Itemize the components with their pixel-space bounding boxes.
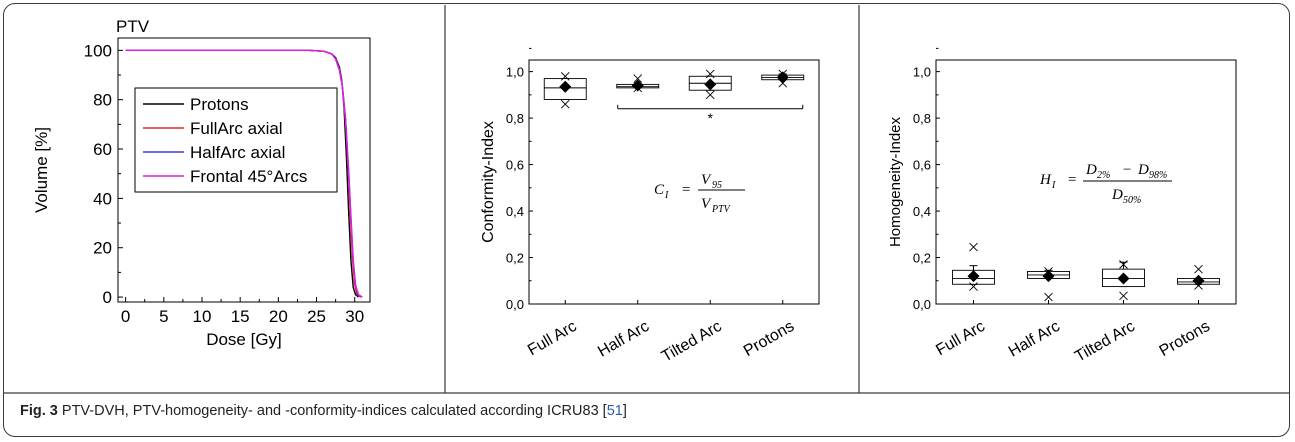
y-tick-label: 40 xyxy=(93,189,112,208)
homogeneity-chart: 0,0 0,2 0,4 0,6 0,8 1,0 Homogeneity-Index Full … xyxy=(887,47,1237,366)
legend-label: Frontal 45°Arcs xyxy=(190,167,307,186)
x-tick-label: Tilted Arc xyxy=(659,318,725,366)
y-tick-label: 0,4 xyxy=(913,204,931,219)
formula-minus: − xyxy=(1122,162,1132,178)
caption-text: PTV-DVH, PTV-homogeneity- and -conformit… xyxy=(57,403,607,419)
mean-marker xyxy=(1042,270,1055,283)
y-tick-label: 0,0 xyxy=(506,297,524,312)
outlier-marker xyxy=(1194,264,1203,274)
y-tick-label: 80 xyxy=(93,91,112,110)
y-tick-label: 20 xyxy=(93,239,112,258)
x-tick-label: 30 xyxy=(345,307,364,326)
outlier-marker xyxy=(560,71,570,81)
x-tick-label: 25 xyxy=(307,307,326,326)
y-axis-label: Homogeneity-Index xyxy=(887,116,904,247)
formula-subscript: 98% xyxy=(1149,170,1167,181)
y-axis-label: Conformity-Index xyxy=(480,121,497,243)
formula-symbol: V xyxy=(701,172,712,188)
x-tick-label: 15 xyxy=(231,307,250,326)
x-tick-label: 10 xyxy=(193,307,212,326)
conformity-chart: 0,0 0,2 0,4 0,6 0,8 1,0 Conformity-Index Full A… xyxy=(480,47,820,366)
y-tick-label: 100 xyxy=(84,41,112,60)
legend-label: HalfArc axial xyxy=(190,143,285,162)
outlier-marker xyxy=(705,90,715,100)
formula-subscript: 2% xyxy=(1097,170,1110,181)
formula-equals: = xyxy=(1067,172,1077,188)
citation-link[interactable]: 51 xyxy=(606,403,623,419)
formula-subscript: 95 xyxy=(712,180,722,191)
y-tick-label: 1,0 xyxy=(913,65,931,80)
mean-marker xyxy=(776,71,789,84)
y-tick-label: 0,4 xyxy=(506,204,524,219)
figure-frame xyxy=(3,3,1290,437)
formula-subscript: 50% xyxy=(1123,195,1141,206)
formula-symbol: C xyxy=(654,182,665,198)
formula-symbol: V xyxy=(701,196,712,212)
formula-subscript: I xyxy=(664,190,669,201)
caption-close: ] xyxy=(622,403,627,419)
x-tick-label: Protons xyxy=(1157,318,1213,360)
formula-equals: = xyxy=(681,182,691,198)
chart-title: PTV xyxy=(116,17,150,36)
y-tick-label: 0,2 xyxy=(506,251,524,266)
formula-subscript: I xyxy=(1051,180,1056,191)
formula-symbol: H xyxy=(1039,172,1052,188)
x-tick-label: 20 xyxy=(269,307,288,326)
formula-symbol: D xyxy=(1085,162,1097,178)
series-line-3 xyxy=(125,49,363,298)
outlier-marker xyxy=(1119,260,1128,269)
outlier-marker xyxy=(560,99,570,109)
y-axis-label: Volume [%] xyxy=(32,127,51,213)
x-tick-label: 5 xyxy=(159,307,168,326)
x-tick-label: Half Arc xyxy=(595,318,652,361)
mean-marker xyxy=(559,80,572,93)
outlier-marker xyxy=(1119,291,1128,301)
legend-box xyxy=(134,87,338,193)
mean-marker xyxy=(704,78,717,91)
y-tick-label: 0 xyxy=(103,288,112,307)
outlier-marker xyxy=(969,242,978,252)
y-tick-label: 0,6 xyxy=(506,158,524,173)
x-tick-label: Half Arc xyxy=(1006,318,1063,361)
y-tick-label: 0,8 xyxy=(913,111,931,126)
formula-subscript: PTV xyxy=(711,204,732,215)
plot-area xyxy=(935,59,1237,305)
y-tick-label: 1,0 xyxy=(506,65,524,80)
mean-marker xyxy=(967,270,980,283)
legend: Protons FullArc axial HalfArc axial Frontal… xyxy=(134,87,338,193)
homogeneity-formula: H I =D 2% − D 98%D 50% xyxy=(1039,162,1172,206)
significance-star: * xyxy=(708,110,714,126)
figure-label: Fig. 3 xyxy=(20,403,58,419)
formula-symbol: D xyxy=(1137,162,1149,178)
x-tick-label: Full Arc xyxy=(933,318,988,359)
x-tick-label: Protons xyxy=(741,318,797,360)
legend-label: Protons xyxy=(190,95,249,114)
plot-area xyxy=(117,37,371,303)
outlier-marker xyxy=(1044,292,1053,302)
mean-marker xyxy=(631,79,644,92)
outlier-marker xyxy=(969,282,978,291)
conformity-formula: C I =V 95V PTV xyxy=(654,172,745,215)
mean-marker xyxy=(1192,274,1205,287)
y-tick-label: 60 xyxy=(93,140,112,159)
plot-area xyxy=(528,59,820,305)
y-tick-label: 0,6 xyxy=(913,158,931,173)
x-tick-label: Full Arc xyxy=(525,318,580,359)
y-tick-label: 0,2 xyxy=(913,251,931,266)
x-tick-label: Tilted Arc xyxy=(1072,318,1138,366)
formula-symbol: D xyxy=(1111,187,1123,203)
mean-marker xyxy=(1117,272,1130,285)
figure-caption: Fig. 3 PTV-DVH, PTV-homogeneity- and -co… xyxy=(20,403,627,419)
outlier-marker xyxy=(705,69,715,79)
y-tick-label: 0,8 xyxy=(506,111,524,126)
x-axis-label: Dose [Gy] xyxy=(206,330,282,349)
legend-label: FullArc axial xyxy=(190,119,283,138)
x-tick-label: 0 xyxy=(121,307,130,326)
y-tick-label: 0,0 xyxy=(913,297,931,312)
outlier-marker xyxy=(633,74,643,83)
